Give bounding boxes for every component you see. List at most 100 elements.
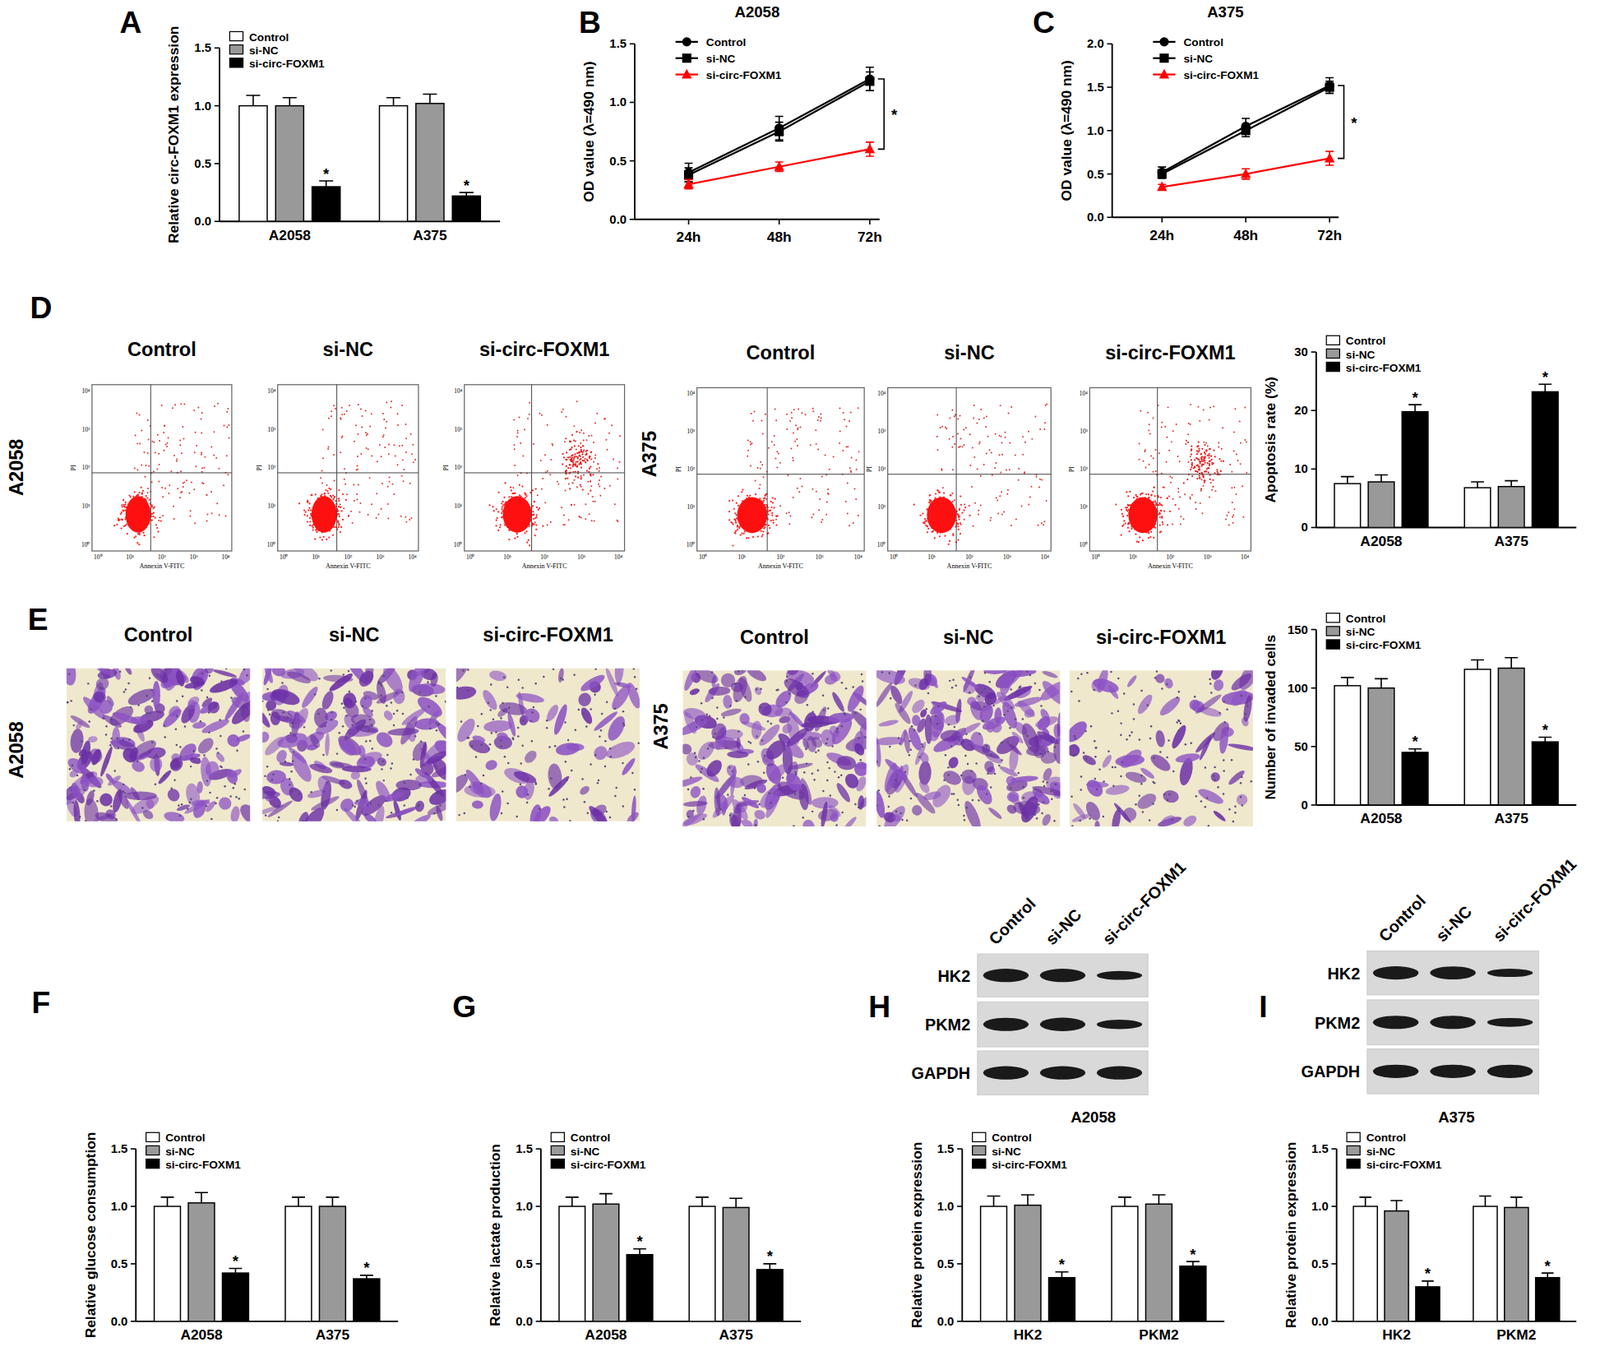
flow-axis-label: Annexin V-FITC [138, 562, 185, 570]
cell-dot [164, 487, 167, 490]
flow-tick-label: 10¹ [82, 502, 91, 510]
cell-dot [584, 461, 587, 463]
cell-dot [330, 495, 333, 498]
cell-dot [517, 416, 520, 418]
error-line [288, 97, 291, 107]
legend-swatch [550, 1159, 565, 1169]
cell-dot [320, 493, 323, 495]
cell-dot [588, 467, 591, 469]
cell-dot [852, 522, 855, 524]
cell-dot [194, 451, 196, 454]
error-line [1380, 678, 1383, 688]
error-cap [1325, 164, 1334, 167]
cell-dot [496, 517, 499, 519]
cell-dot [142, 531, 144, 534]
chart-title: A2058 [734, 3, 780, 21]
cell-dot [500, 502, 503, 505]
cell-dot [314, 493, 317, 495]
cell-dot [376, 460, 379, 463]
cell-dot [388, 443, 390, 446]
cell-dot [121, 505, 124, 508]
cell-dot [314, 529, 317, 532]
figure: ABCDEFGHI0.00.51.01.5Relative circ-FOXM1… [0, 0, 1600, 1356]
y-tick-label: 100 [1287, 681, 1309, 695]
cell-dot [501, 505, 504, 508]
significance-bracket [1337, 85, 1344, 159]
error-cap [325, 1196, 339, 1198]
cell-dot [201, 467, 204, 469]
cell-dot [580, 485, 583, 488]
flow-tick-label: 10⁴ [267, 387, 276, 395]
y-axis [961, 1148, 963, 1322]
cell-dot [518, 484, 521, 486]
y-tick-label: 0.5 [937, 1257, 955, 1271]
annotations: ** [232, 1252, 370, 1277]
x-tick-label: A375 [1493, 809, 1529, 827]
cell-dot [400, 515, 403, 518]
cell-dot [582, 448, 585, 451]
cell-dot [746, 455, 749, 458]
cell-dot [388, 480, 391, 483]
cell-dot [332, 534, 334, 537]
cell-dot [321, 469, 324, 472]
error-cap [245, 94, 260, 97]
significance: * [891, 106, 898, 124]
cell-dot [303, 508, 306, 511]
cell-dot [568, 463, 571, 466]
error-cap [729, 1197, 743, 1199]
cell-dot [306, 514, 309, 517]
error-cap [1341, 676, 1355, 679]
flow-tick-label: 10² [343, 553, 352, 561]
chart-title: A375 [1206, 3, 1244, 21]
cell-dot [319, 536, 321, 538]
cell-dot [495, 518, 498, 521]
cell-dot [603, 487, 606, 490]
cell-dot [580, 477, 583, 480]
cell-dot [582, 439, 585, 442]
y-tick [1311, 351, 1317, 353]
legend-swatch [229, 31, 243, 41]
cell-dot [575, 455, 578, 458]
significance: * [1189, 1245, 1197, 1263]
bar [1401, 752, 1429, 805]
error-bar [386, 97, 401, 107]
cell-dot [124, 503, 126, 505]
cell-dot [328, 536, 330, 539]
bar [592, 1203, 620, 1322]
column-header: si-NC [323, 338, 375, 361]
point [1324, 152, 1335, 163]
x-tick-label: A375 [1493, 532, 1529, 550]
cell-dot [796, 428, 799, 431]
cell-dot [544, 453, 546, 456]
cell-dot [152, 507, 155, 509]
cell-dot [571, 481, 574, 484]
cell-dot [846, 513, 849, 515]
cell-dot [365, 447, 368, 449]
cell-dot [411, 443, 414, 446]
cell-dot [173, 517, 176, 520]
cell-dot [500, 508, 503, 510]
cell-dot [582, 444, 584, 447]
y-tick-label: 0 [1301, 520, 1309, 534]
column-header: si-circ-FOXM1 [479, 338, 610, 361]
cell-dot [147, 452, 149, 454]
y-axis-label: Apoptosis rate (%) [1262, 376, 1279, 503]
cell-dot [385, 401, 388, 403]
error-cap [775, 115, 784, 118]
plot-area [1334, 657, 1559, 805]
cell-dot [580, 462, 583, 465]
flow-axis-label: PI [69, 464, 78, 471]
cell-dot [848, 420, 851, 422]
x-tick-label: PKM2 [1138, 1326, 1179, 1343]
cell-dot [414, 458, 417, 461]
error-cap [1021, 1193, 1035, 1196]
y-tick-label: 1.5 [194, 41, 212, 55]
cell-dot [568, 482, 570, 485]
cell-dot [325, 484, 328, 486]
row-label: A375 [638, 430, 661, 477]
error-line [1516, 1197, 1518, 1208]
cell-dot [210, 490, 213, 493]
error-line [1123, 1197, 1126, 1207]
point [1157, 169, 1167, 179]
cell-dot [759, 461, 762, 463]
